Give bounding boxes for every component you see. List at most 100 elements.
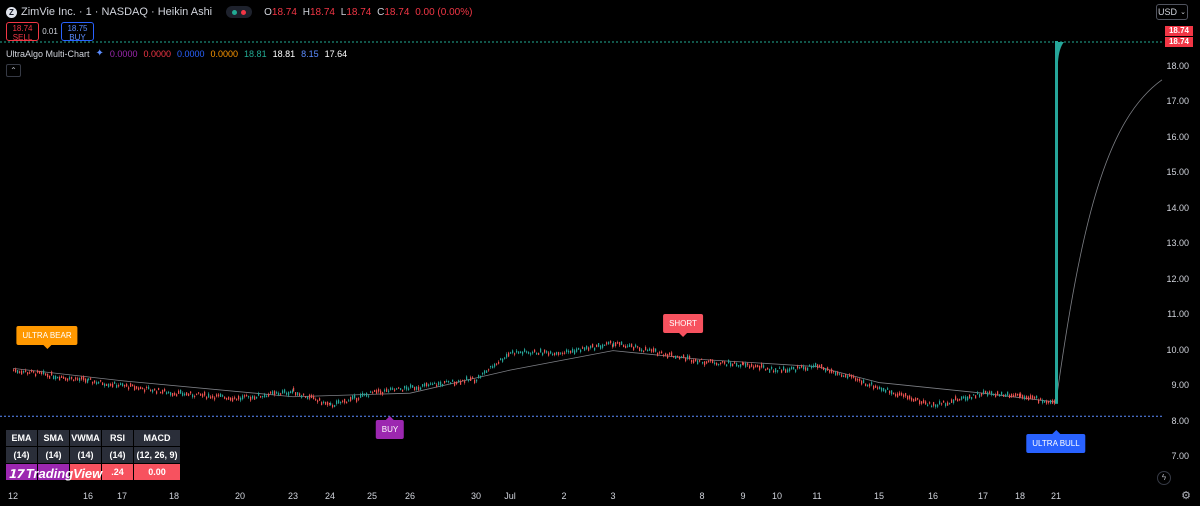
- candle-body: [336, 400, 338, 404]
- table-cell: (14): [37, 446, 70, 464]
- candle-body: [967, 396, 969, 401]
- candle-body: [673, 355, 675, 358]
- candle-body: [502, 358, 504, 362]
- table-params-row: (14) (14) (14) (14) (12, 26, 9): [5, 446, 181, 464]
- candle-body: [755, 365, 757, 368]
- tradingview-logo[interactable]: 𝟭𝟳 TradingView: [8, 466, 102, 481]
- candle-body: [126, 383, 128, 387]
- candle-body: [578, 347, 580, 350]
- lightning-icon[interactable]: ϟ: [1157, 471, 1171, 485]
- candle-body: [104, 383, 106, 387]
- candle-body: [484, 370, 486, 374]
- spread-value: 0.01: [42, 27, 58, 36]
- candle-body: [154, 388, 156, 391]
- indicator-name[interactable]: UltraAlgo Multi-Chart: [6, 48, 90, 59]
- candle-body: [945, 403, 947, 407]
- candle-body: [895, 394, 897, 397]
- candle-body: [13, 369, 15, 371]
- candle-body: [552, 353, 554, 356]
- price-tick-label: 14.00: [1166, 202, 1189, 213]
- candle-body: [488, 369, 490, 371]
- candle-body: [88, 378, 90, 380]
- price-tick-label: 13.00: [1166, 238, 1189, 249]
- candle-body: [474, 379, 476, 384]
- candle-body: [730, 362, 732, 367]
- candle-body: [386, 388, 388, 392]
- table-header: RSI: [101, 429, 134, 447]
- candle-body: [540, 348, 542, 353]
- candle-body: [961, 396, 963, 400]
- candle-body: [753, 366, 755, 369]
- candle-body: [303, 393, 305, 396]
- candle-body: [134, 386, 136, 390]
- candle-body: [478, 374, 480, 379]
- candle-body: [309, 394, 311, 399]
- candle-body: [212, 395, 214, 398]
- candle-body: [887, 388, 889, 390]
- candle-body: [734, 362, 736, 364]
- candle-body: [612, 344, 614, 347]
- candle-body: [987, 392, 989, 396]
- candle-body: [323, 401, 325, 403]
- time-tick-label: 11: [812, 491, 822, 501]
- candle-body: [993, 393, 995, 396]
- ultra-bear-signal: ULTRA BEAR: [16, 326, 78, 349]
- candle-body: [765, 368, 767, 371]
- candle-body: [1005, 394, 1007, 397]
- market-status-indicator[interactable]: [226, 6, 253, 18]
- candle-body: [524, 349, 526, 352]
- candle-body: [53, 375, 55, 380]
- candle-body: [428, 384, 430, 387]
- candle-body: [282, 390, 284, 394]
- candle-body: [665, 353, 667, 356]
- candle-body: [530, 353, 532, 355]
- candle-body: [69, 377, 71, 380]
- candle-body: [827, 367, 829, 371]
- candle-body: [821, 364, 823, 369]
- symbol-title[interactable]: ZimVie Inc. · 1 · NASDAQ · Heikin Ashi: [21, 6, 213, 18]
- candle-body: [83, 376, 85, 381]
- candle-body: [843, 375, 845, 377]
- candle-body: [771, 367, 773, 369]
- candle-body: [841, 374, 843, 377]
- candle-body: [789, 368, 791, 372]
- time-tick-label: 25: [366, 491, 378, 501]
- collapse-legend-button[interactable]: ⌃: [6, 64, 21, 77]
- candle-body: [380, 390, 382, 394]
- time-tick-label: 18: [168, 491, 180, 501]
- time-tick-label: 24: [324, 491, 336, 501]
- indicator-settings-icon[interactable]: ✦: [95, 48, 104, 59]
- candle-body: [917, 397, 919, 400]
- gear-icon[interactable]: ⚙: [1181, 490, 1191, 502]
- indicator-legend[interactable]: UltraAlgo Multi-Chart ✦ 0.0000 0.0000 0.…: [6, 48, 353, 59]
- candle-body: [522, 351, 524, 355]
- candle-body: [73, 379, 75, 382]
- candle-body: [17, 370, 19, 374]
- candle-body: [356, 398, 358, 402]
- candle-body: [661, 351, 663, 354]
- candle-body: [847, 375, 849, 379]
- candle-body: [21, 370, 23, 375]
- candle-body: [138, 387, 140, 391]
- indicator-table: EMA SMA VWMA RSI MACD (14) (14) (14) (14…: [5, 429, 181, 481]
- candle-body: [242, 395, 244, 400]
- candle-body: [710, 359, 712, 362]
- candle-body: [494, 363, 496, 367]
- candle-body: [701, 358, 703, 360]
- time-tick-label: 20: [234, 491, 246, 501]
- candle-body: [544, 349, 546, 353]
- candle-body: [329, 402, 331, 405]
- candle-body: [342, 400, 344, 402]
- symbol-logo-icon[interactable]: Z: [6, 6, 17, 18]
- sell-button[interactable]: 18.74 SELL: [6, 22, 39, 42]
- candle-body: [305, 396, 307, 398]
- candle-body: [863, 379, 865, 384]
- ohlc-close-key: C: [377, 6, 385, 18]
- candle-body: [299, 393, 301, 396]
- candle-body: [136, 386, 138, 389]
- candle-body: [450, 382, 452, 385]
- candle-body: [128, 387, 130, 390]
- buy-button[interactable]: 18.75 BUY: [61, 22, 94, 42]
- currency-selector[interactable]: USD ⌄: [1156, 4, 1188, 20]
